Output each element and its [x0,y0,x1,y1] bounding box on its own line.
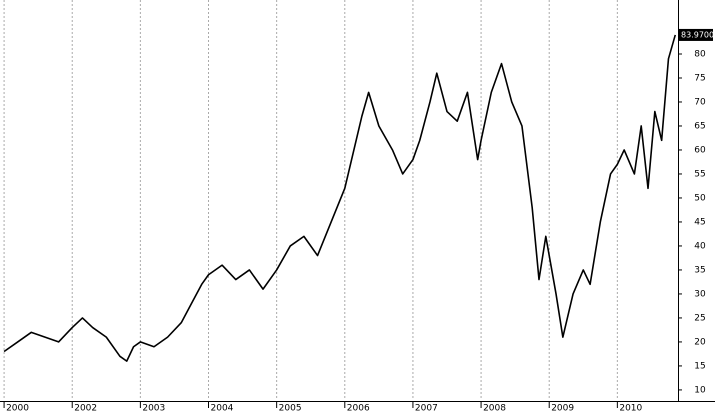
y-tick-label: 60 [694,145,706,155]
x-tick-label: 2006 [347,404,370,413]
y-tick-label: 20 [694,337,706,347]
x-tick-label: 2010 [619,404,642,413]
x-tick-label: 2003 [142,404,165,413]
y-tick-label: 45 [694,217,705,227]
y-tick-label: 80 [694,49,706,59]
y-tick-label: 50 [694,193,706,203]
last-value-label: 83.9700 [681,30,714,39]
y-tick-label: 70 [694,97,706,107]
y-tick-label: 15 [694,361,705,371]
y-tick-label: 65 [694,121,705,131]
y-tick-label: 40 [694,241,706,251]
x-tick-label: 2000 [6,404,29,413]
x-tick-label: 2002 [74,404,97,413]
price-line [3,34,677,362]
last-value-box [679,28,713,41]
x-tick-label: 2008 [483,404,506,413]
y-tick-label: 25 [694,313,705,323]
x-tick-label: 2004 [211,404,234,413]
x-tick-label: 2007 [415,404,438,413]
y-tick-label: 30 [694,289,706,299]
x-tick-label: 2009 [551,404,574,413]
y-tick-label: 55 [694,169,705,179]
x-tick-label: 2005 [279,404,302,413]
y-tick-label: 35 [694,265,705,275]
y-tick-label: 75 [694,73,705,83]
y-tick-label: 10 [694,385,706,395]
